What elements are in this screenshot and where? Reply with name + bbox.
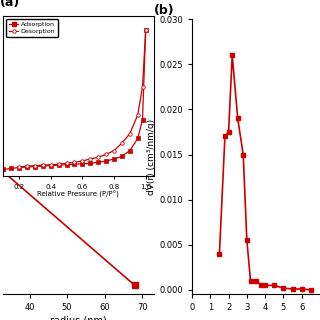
Text: (b): (b) xyxy=(154,4,174,17)
X-axis label: Relative Pressure (P/P°): Relative Pressure (P/P°) xyxy=(37,191,119,198)
Legend: Adsorption, Desorption: Adsorption, Desorption xyxy=(6,19,58,37)
Y-axis label: dV(r) (cm³/nm/g): dV(r) (cm³/nm/g) xyxy=(148,119,156,195)
X-axis label: radius (nm): radius (nm) xyxy=(50,315,107,320)
Text: (a): (a) xyxy=(0,0,20,9)
